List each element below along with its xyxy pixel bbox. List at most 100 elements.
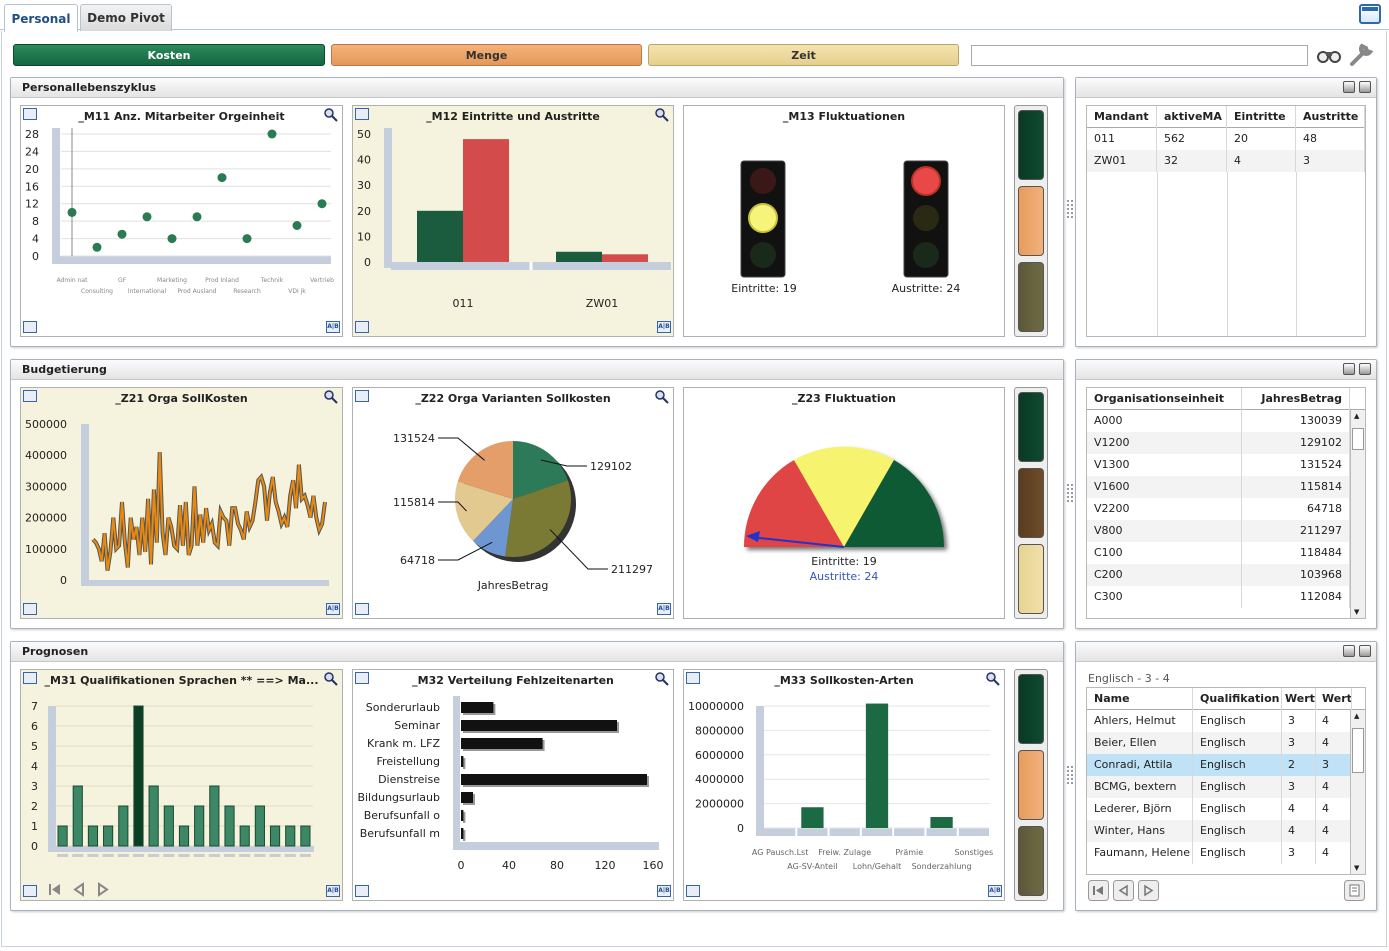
table-row[interactable]: BCMG, bextern Englisch 3 4 <box>1087 776 1352 798</box>
maximize-icon[interactable] <box>1359 645 1371 657</box>
table-icon[interactable] <box>23 603 37 615</box>
data-label: 64718 <box>400 554 435 567</box>
col-header[interactable]: Mandant <box>1087 106 1157 128</box>
selector-zeit[interactable] <box>1018 826 1044 896</box>
table-row[interactable]: V1600 115814 <box>1087 476 1350 498</box>
table-row[interactable]: ZW01 32 4 3 <box>1087 150 1365 172</box>
ab-icon[interactable]: A|B <box>326 321 340 333</box>
table-row[interactable]: C200 103968 <box>1087 564 1350 586</box>
maximize-icon[interactable] <box>1359 363 1371 375</box>
minimize-icon[interactable] <box>1343 363 1355 375</box>
table-row[interactable]: Ahlers, Helmut Englisch 3 4 <box>1087 710 1352 732</box>
table-row[interactable]: 011 562 20 48 <box>1087 128 1365 150</box>
col-header[interactable]: Name <box>1087 688 1193 710</box>
selector-zeit[interactable] <box>1018 544 1044 614</box>
table-row[interactable]: Winter, Hans Englisch 4 4 <box>1087 820 1352 842</box>
next-page-icon[interactable] <box>1138 880 1159 901</box>
chart-icon[interactable] <box>355 108 369 120</box>
zoom-icon[interactable] <box>324 108 338 122</box>
splitter-handle[interactable] <box>1067 484 1073 502</box>
y-tick-label: 6 <box>31 720 38 733</box>
table-icon[interactable] <box>23 885 37 897</box>
zoom-icon[interactable] <box>986 672 1000 686</box>
selector-kosten[interactable] <box>1018 674 1044 744</box>
table-row[interactable]: Faumann, Helene Englisch 3 4 <box>1087 842 1352 864</box>
table-row[interactable]: V800 211297 <box>1087 520 1350 542</box>
table-row[interactable]: V2200 64718 <box>1087 498 1350 520</box>
zoom-icon[interactable] <box>655 390 669 404</box>
table-row[interactable]: Beier, Ellen Englisch 3 4 <box>1087 732 1352 754</box>
table-row[interactable]: C300 112084 <box>1087 586 1350 608</box>
table-row[interactable]: A000 130039 <box>1087 410 1350 432</box>
next-page-icon[interactable] <box>98 882 109 897</box>
table-row[interactable]: Conradi, Attila Englisch 2 3 <box>1087 754 1352 776</box>
export-icon[interactable] <box>1344 880 1366 902</box>
splitter-handle[interactable] <box>1067 200 1073 218</box>
tab-demo-pivot[interactable]: Demo Pivot <box>80 4 172 31</box>
selector-menge[interactable] <box>1018 468 1044 538</box>
binoculars-icon[interactable] <box>1316 45 1342 65</box>
ab-icon[interactable]: A|B <box>326 603 340 615</box>
table-row[interactable]: V1300 131524 <box>1087 454 1350 476</box>
window-icon[interactable] <box>1359 4 1381 24</box>
col-header[interactable]: Qualifikation <box>1193 688 1282 710</box>
table-icon[interactable] <box>355 321 369 333</box>
chart-icon[interactable] <box>23 390 37 402</box>
maximize-icon[interactable] <box>1359 81 1371 93</box>
selector-menge[interactable] <box>1018 750 1044 820</box>
zoom-icon[interactable] <box>324 672 338 686</box>
zoom-icon[interactable] <box>655 672 669 686</box>
wrench-icon[interactable] <box>1347 42 1375 68</box>
vertical-scrollbar[interactable]: ▲ ▼ <box>1350 710 1365 874</box>
menge-button[interactable]: Menge <box>331 44 642 66</box>
table-icon[interactable] <box>355 885 369 897</box>
table-icon[interactable] <box>355 603 369 615</box>
col-header[interactable]: Austritte <box>1296 106 1365 128</box>
search-input[interactable] <box>971 45 1308 66</box>
kosten-button[interactable]: Kosten <box>13 44 325 66</box>
col-header[interactable]: aktiveMA <box>1157 106 1227 128</box>
ab-icon[interactable]: A|B <box>988 885 1002 897</box>
grid-header: Name Qualifikation Wert Wert <box>1087 688 1365 710</box>
table-icon[interactable] <box>23 321 37 333</box>
ab-icon[interactable]: A|B <box>657 885 671 897</box>
table-icon[interactable] <box>686 885 700 897</box>
col-header[interactable]: JahresBetrag <box>1242 388 1350 410</box>
ab-icon[interactable]: A|B <box>657 603 671 615</box>
bar <box>930 817 953 828</box>
col-header[interactable]: Eintritte <box>1227 106 1296 128</box>
first-page-icon[interactable] <box>49 884 60 895</box>
first-page-icon[interactable] <box>1088 880 1109 901</box>
selector-kosten[interactable] <box>1018 392 1044 462</box>
tab-personal[interactable]: Personal <box>4 4 78 32</box>
bar-shadow <box>463 812 466 823</box>
splitter-handle[interactable] <box>1067 766 1073 784</box>
bar <box>461 828 464 839</box>
zeit-button[interactable]: Zeit <box>648 44 959 66</box>
selector-zeit[interactable] <box>1018 262 1044 332</box>
vertical-scrollbar[interactable]: ▲ ▼ <box>1350 410 1365 618</box>
prev-page-icon[interactable] <box>73 882 84 897</box>
zoom-icon[interactable] <box>324 390 338 404</box>
x-tick-label: Prod Inland <box>205 277 239 284</box>
col-header[interactable]: Wert <box>1316 688 1352 710</box>
table-row[interactable]: C100 118484 <box>1087 542 1350 564</box>
prev-page-icon[interactable] <box>1113 880 1134 901</box>
zoom-icon[interactable] <box>655 108 669 122</box>
chart-icon[interactable] <box>23 108 37 120</box>
chart-icon[interactable] <box>23 672 37 684</box>
y-tick-label: Krank m. LFZ <box>367 737 440 750</box>
chart-icon[interactable] <box>355 390 369 402</box>
minimize-icon[interactable] <box>1343 645 1355 657</box>
col-header[interactable]: Wert <box>1282 688 1316 710</box>
selector-menge[interactable] <box>1018 186 1044 256</box>
ab-icon[interactable]: A|B <box>326 885 340 897</box>
selector-kosten[interactable] <box>1018 110 1044 180</box>
minimize-icon[interactable] <box>1343 81 1355 93</box>
chart-icon[interactable] <box>355 672 369 684</box>
table-row[interactable]: V1200 129102 <box>1087 432 1350 454</box>
col-header[interactable]: Organisationseinheit <box>1087 388 1242 410</box>
ab-icon[interactable]: A|B <box>657 321 671 333</box>
chart-icon[interactable] <box>686 672 700 684</box>
table-row[interactable]: Lederer, Björn Englisch 4 4 <box>1087 798 1352 820</box>
